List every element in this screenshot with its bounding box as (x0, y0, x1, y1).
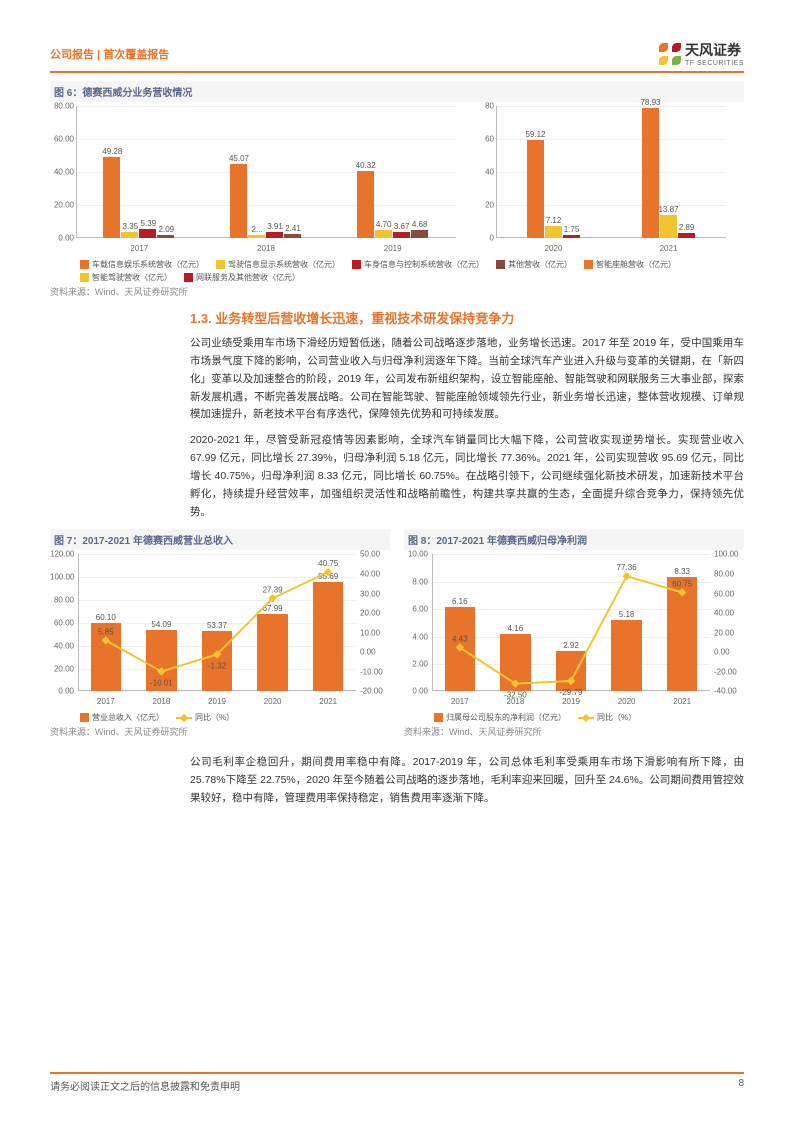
fig6-source: 资料来源：Wind、天风证券研究所 (50, 285, 744, 298)
para-2: 2020-2021 年，尽管受新冠疫情等因素影响，全球汽车销量同比大幅下降，公司… (190, 432, 744, 521)
page-footer: 请务必阅读正文之后的信息披露和免责申明 8 (50, 1072, 744, 1093)
svg-text:27.39: 27.39 (263, 586, 284, 595)
fig8-title: 图 8：2017-2021 年德赛西威归母净利润 (404, 529, 744, 550)
fig8-chart: 0.002.004.006.008.0010.00-40.00-20.000.0… (404, 554, 744, 709)
page-number: 8 (738, 1078, 744, 1093)
fig6-legend: 车载信息娱乐系统营收（亿元）驾驶信息显示系统营收（亿元）车身信息与控制系统营收（… (50, 259, 744, 283)
fig7-chart: 0.0020.0040.0060.0080.00100.00120.00-20.… (50, 554, 390, 709)
para-3: 公司毛利率企稳回升，期间费用率稳中有降。2017-2019 年，公司总体毛利率受… (190, 754, 744, 808)
svg-text:77.36: 77.36 (617, 564, 638, 573)
brand-sub: TF SECURITIES (685, 60, 744, 67)
fig8-legend: 归属母公司股东的净利润（亿元）同比（%） (404, 712, 744, 723)
fig7-title: 图 7：2017-2021 年德赛西威营业总收入 (50, 529, 390, 550)
footer-disclaimer: 请务必阅读正文之后的信息披露和免责申明 (50, 1078, 240, 1093)
header-left: 公司报告 | 首次覆盖报告 (50, 46, 169, 62)
section-heading: 1.3. 业务转型后营收增长迅速，重视技术研发保持竞争力 (190, 308, 744, 327)
logo-icon (659, 43, 681, 65)
brand-name: 天风证券 (685, 40, 744, 60)
fig6-left-chart: 0.0020.0040.0060.0080.00201749.283.355.3… (50, 106, 460, 256)
para-1: 公司业绩受乘用车市场下滑经历短暂低迷，随着公司战略逐步落地，业务增长迅速。201… (190, 335, 744, 424)
fig7-legend: 营业总收入（亿元）同比（%） (50, 712, 390, 723)
fig7-source: 资料来源：Wind、天风证券研究所 (50, 725, 390, 738)
svg-text:40.75: 40.75 (318, 560, 339, 569)
fig6-right-chart: 020406080202059.127.121.75202178.9313.87… (470, 106, 730, 256)
brand-logo: 天风证券 TF SECURITIES (659, 40, 744, 67)
page-header: 公司报告 | 首次覆盖报告 天风证券 TF SECURITIES (50, 40, 744, 73)
fig8-source: 资料来源：Wind、天风证券研究所 (404, 725, 744, 738)
